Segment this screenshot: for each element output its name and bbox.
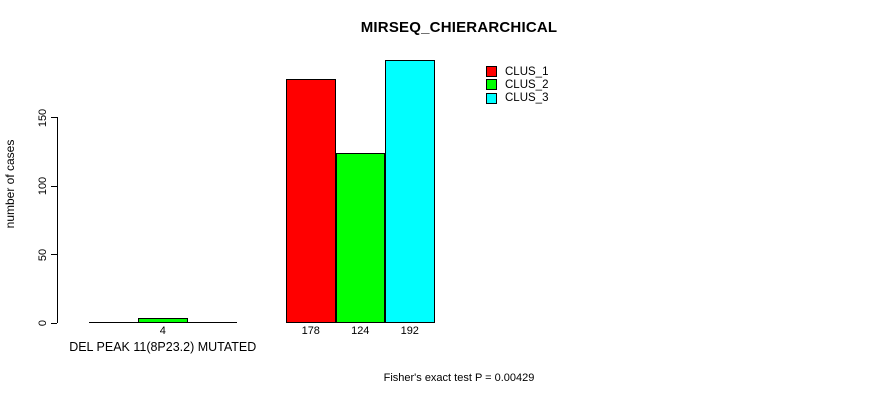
legend-item-clus_2: CLUS_2 bbox=[486, 78, 548, 91]
y-tick-label-0: 0 bbox=[37, 319, 49, 327]
bar-clus_1-group2 bbox=[286, 79, 336, 323]
y-axis-tick-50 bbox=[51, 254, 57, 255]
chart-title: MIRSEQ_CHIERARCHICAL bbox=[360, 19, 558, 36]
y-axis-tick-150 bbox=[51, 117, 57, 118]
bar-clus_3-group1 bbox=[187, 322, 237, 323]
y-axis-line bbox=[57, 117, 58, 323]
group-label-1: DEL PEAK 11(8P23.2) MUTATED bbox=[69, 340, 257, 354]
fisher-test-caption: Fisher's exact test P = 0.00429 bbox=[383, 372, 535, 384]
bar-clus_1-group1 bbox=[88, 322, 138, 323]
y-tick-label-100: 100 bbox=[37, 176, 49, 196]
bar-clus_2-group2 bbox=[335, 153, 385, 323]
bar-clus_2-group1 bbox=[138, 318, 188, 323]
y-axis-tick-100 bbox=[51, 185, 57, 187]
y-tick-label-150: 150 bbox=[37, 108, 49, 127]
bar-value-label-clus_2-group1: 4 bbox=[159, 325, 166, 337]
bar-value-label-clus_1-group2: 178 bbox=[301, 325, 320, 337]
legend-item-clus_1: CLUS_1 bbox=[486, 65, 548, 78]
legend-color-swatch-clus_2 bbox=[486, 79, 497, 91]
y-axis-label: number of cases bbox=[3, 139, 17, 229]
legend-color-swatch-clus_1 bbox=[486, 66, 497, 78]
legend-label-clus_3: CLUS_3 bbox=[505, 92, 549, 105]
bar-clus_3-group2 bbox=[385, 60, 435, 323]
bar-value-label-clus_2-group2: 124 bbox=[351, 325, 370, 337]
legend-label-clus_1: CLUS_1 bbox=[505, 65, 549, 78]
legend-color-swatch-clus_3 bbox=[486, 92, 497, 104]
bar-value-label-clus_3-group2: 192 bbox=[400, 325, 419, 337]
legend-label-clus_2: CLUS_2 bbox=[505, 78, 549, 91]
legend: CLUS_1 CLUS_2 CLUS_3 bbox=[486, 65, 548, 105]
legend-item-clus_3: CLUS_3 bbox=[486, 92, 548, 105]
y-tick-label-50: 50 bbox=[37, 248, 49, 261]
y-axis-tick-0 bbox=[51, 322, 57, 324]
